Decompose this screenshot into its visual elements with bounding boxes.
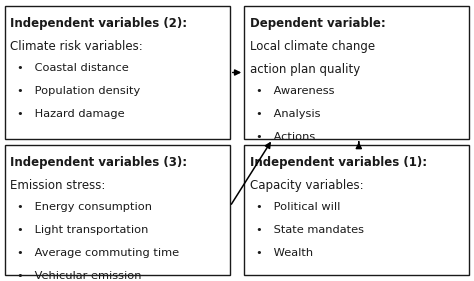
Text: •   Actions: • Actions bbox=[256, 132, 315, 142]
Text: •   Political will: • Political will bbox=[256, 202, 340, 212]
Text: action plan quality: action plan quality bbox=[250, 63, 360, 76]
Text: Local climate change: Local climate change bbox=[250, 40, 375, 53]
Text: •   Average commuting time: • Average commuting time bbox=[17, 248, 179, 258]
Text: •   Energy consumption: • Energy consumption bbox=[17, 202, 152, 212]
Text: Independent variables (1):: Independent variables (1): bbox=[250, 156, 427, 169]
Bar bbox=[5, 6, 230, 139]
Text: •   Awareness: • Awareness bbox=[256, 86, 335, 96]
Text: Independent variables (3):: Independent variables (3): bbox=[10, 156, 188, 169]
Text: •   Population density: • Population density bbox=[17, 86, 140, 96]
Text: •   State mandates: • State mandates bbox=[256, 225, 364, 235]
Text: Climate risk variables:: Climate risk variables: bbox=[10, 40, 143, 53]
Text: •   Analysis: • Analysis bbox=[256, 109, 320, 119]
Text: •   Wealth: • Wealth bbox=[256, 248, 313, 258]
Bar bbox=[5, 145, 230, 275]
Text: •   Hazard damage: • Hazard damage bbox=[17, 109, 124, 119]
Text: Independent variables (2):: Independent variables (2): bbox=[10, 17, 188, 30]
Text: •   Vehicular emission: • Vehicular emission bbox=[17, 271, 141, 281]
Text: Emission stress:: Emission stress: bbox=[10, 179, 106, 192]
Text: •   Light transportation: • Light transportation bbox=[17, 225, 148, 235]
Bar bbox=[244, 145, 469, 275]
Text: •   Coastal distance: • Coastal distance bbox=[17, 63, 128, 73]
Bar bbox=[244, 6, 469, 139]
Text: Capacity variables:: Capacity variables: bbox=[250, 179, 364, 192]
Text: Dependent variable:: Dependent variable: bbox=[250, 17, 385, 30]
